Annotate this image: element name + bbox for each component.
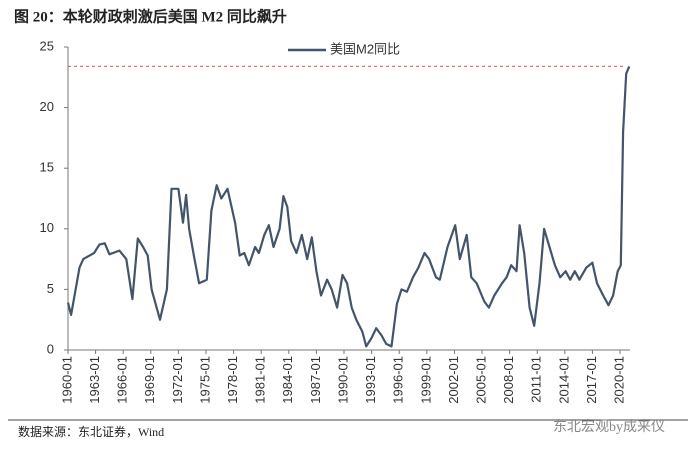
x-tick-label: 1987-01 [308,356,323,404]
x-tick-label: 1999-01 [418,356,433,404]
x-tick-label: 1963-01 [87,356,102,404]
y-tick-label: 10 [40,220,54,235]
x-tick-label: 1978-01 [225,356,240,404]
x-tick-label: 1972-01 [170,356,185,404]
x-tick-label: 2002-01 [446,356,461,404]
source: 数据来源：东北证券，Wind [18,424,164,439]
x-tick-label: 1984-01 [280,356,295,404]
y-tick-label: 0 [47,341,54,356]
x-tick-label: 1993-01 [363,356,378,404]
y-tick-label: 15 [40,160,54,175]
x-tick-label: 2014-01 [556,356,571,404]
x-tick-label: 1990-01 [335,356,350,404]
line-series [66,65,631,348]
y-tick-label: 5 [47,281,54,296]
x-tick-label: 1969-01 [142,356,157,404]
x-tick-label: 2005-01 [473,356,488,404]
y-tick-label: 20 [40,99,54,114]
x-tick-label: 2008-01 [501,356,516,404]
x-tick-label: 1975-01 [197,356,212,404]
chart-title: 图 20：本轮财政刺激后美国 M2 同比飙升 [14,7,287,25]
y-tick-label: 25 [40,38,54,53]
x-tick-label: 1960-01 [59,356,74,404]
x-tick-label: 2017-01 [584,356,599,404]
legend-label: 美国M2同比 [330,41,400,56]
x-tick-label: 1996-01 [391,356,406,404]
x-tick-label: 1981-01 [253,356,268,404]
x-tick-label: 2011-01 [529,356,544,403]
x-tick-label: 1966-01 [115,356,130,404]
watermark: 东北宏观by成来仪 [553,419,665,435]
x-tick-label: 2020-01 [611,356,626,404]
